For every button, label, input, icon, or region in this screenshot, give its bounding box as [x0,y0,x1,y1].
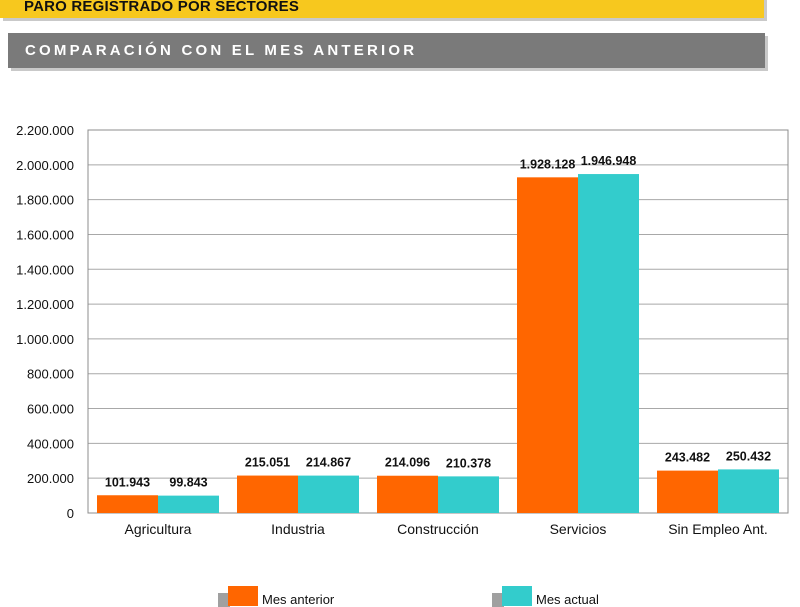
bar [578,174,639,513]
bar [97,495,158,513]
y-tick-label: 1.000.000 [16,332,74,347]
bar [438,476,499,513]
bar [158,495,219,513]
x-tick-label: Sin Empleo Ant. [668,521,768,537]
header-bar: PARO REGISTRADO POR SECTORES [0,0,764,18]
header-title: PARO REGISTRADO POR SECTORES [24,0,300,15]
data-label: 214.867 [306,456,351,470]
y-tick-label: 1.400.000 [16,262,74,277]
data-label: 210.378 [446,456,491,470]
y-tick-label: 200.000 [27,471,74,486]
subtitle-bar: COMPARACIÓN CON EL MES ANTERIOR [8,33,765,68]
x-tick-label: Agricultura [125,521,192,537]
y-tick-label: 1.800.000 [16,193,74,208]
bar [657,470,718,513]
y-tick-label: 2.000.000 [16,158,74,173]
y-tick-label: 600.000 [27,402,74,417]
bar [718,469,779,513]
x-tick-label: Construcción [397,521,479,537]
y-tick-label: 800.000 [27,367,74,382]
y-tick-label: 0 [67,506,74,521]
x-tick-label: Servicios [550,521,607,537]
data-label: 215.051 [245,456,290,470]
data-label: 1.946.948 [581,154,637,168]
subtitle: COMPARACIÓN CON EL MES ANTERIOR [25,42,418,59]
data-label: 214.096 [385,456,430,470]
bar [517,177,578,513]
bar [237,475,298,513]
data-label: 243.482 [665,451,710,465]
bar [298,475,359,513]
data-label: 99.843 [169,476,207,490]
y-tick-label: 1.600.000 [16,227,74,242]
x-tick-label: Industria [271,521,325,537]
data-label: 250.432 [726,449,771,463]
legend-swatch-mes-actual [502,586,532,606]
y-tick-label: 1.200.000 [16,297,74,312]
y-tick-label: 400.000 [27,436,74,451]
bar [377,475,438,513]
data-label: 101.943 [105,475,150,489]
data-label: 1.928.128 [520,157,576,171]
legend-swatch-mes-anterior [228,586,258,606]
y-tick-label: 2.200.000 [16,123,74,138]
